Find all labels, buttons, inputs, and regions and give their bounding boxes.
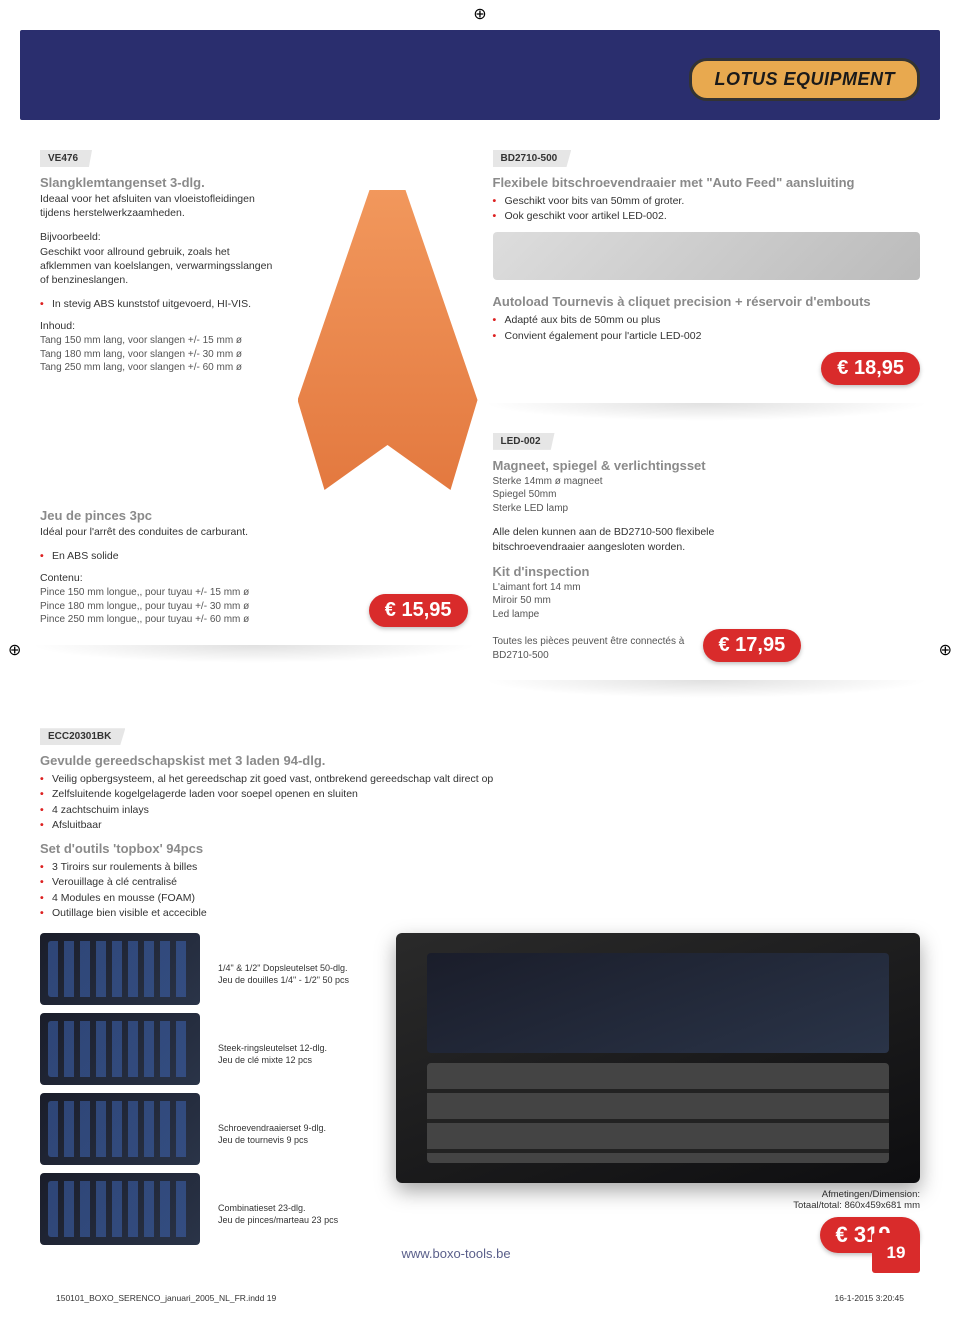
product-note: Alle delen kunnen aan de BD2710-500 flex… [493,525,733,553]
bullets-nl: Veilig opbergsysteem, al het gereedschap… [40,772,920,833]
product-title-fr: Kit d'inspection [493,564,921,579]
tray-caption: 1/4" & 1/2" Dopsleutelset 50-dlg. [218,963,378,974]
screwdriver-image [493,232,921,280]
left-column: VE476 Slangklemtangenset 3-dlg. Ideaal v… [40,150,468,708]
footer-url: www.boxo-tools.be [40,1246,872,1261]
product-ecc20301bk: ECC20301BK Gevulde gereedschapskist met … [40,728,920,1253]
product-title-nl: Slangklemtangenset 3-dlg. [40,175,278,190]
tray-captions-column: 1/4" & 1/2" Dopsleutelset 50-dlg. Jeu de… [218,933,378,1253]
tray-image [40,933,200,1005]
product-title-nl: Magneet, spiegel & verlichtingsset [493,458,921,473]
spec-line: Spiegel 50mm [493,488,921,502]
content-line: Tang 250 mm lang, voor slangen +/- 60 mm… [40,361,278,375]
sku-badge: LED-002 [493,433,555,450]
price-badge: € 17,95 [703,629,802,662]
tray-caption: Jeu de pinces/marteau 23 pcs [218,1215,378,1226]
slug-timestamp: 16-1-2015 3:20:45 [835,1293,904,1303]
content-line: Tang 180 mm lang, voor slangen +/- 30 mm… [40,348,278,362]
bullet: Afsluitbaar [40,818,920,833]
tray-image [40,1093,200,1165]
bullet: Geschikt voor bits van 50mm of groter. [493,194,921,209]
bullet: Ook geschikt voor artikel LED-002. [493,209,921,224]
tray-images-column [40,933,200,1253]
product-title-nl: Flexibele bitschroevendraaier met "Auto … [493,175,921,190]
toolbox-image [396,933,920,1183]
bullet: Zelfsluitende kogelgelagerde laden voor … [40,787,920,802]
pliers-image [298,190,478,490]
bullets-fr: 3 Tiroirs sur roulements à billes Veroui… [40,860,920,921]
product-desc-nl: Ideaal voor het afsluiten van vloeistofl… [40,192,278,220]
bullet: Veilig opbergsysteem, al het gereedschap… [40,772,920,787]
product-example: Bijvoorbeeld: Geschikt voor allround geb… [40,230,278,287]
bullets-nl: Geschikt voor bits van 50mm of groter. O… [493,194,921,224]
dimension-value: Totaal/total: 860x459x681 mm [396,1200,920,1211]
content-line: Pince 150 mm longue,, pour tuyau +/- 15 … [40,586,359,600]
product-title-fr: Autoload Tournevis à cliquet precision +… [493,294,921,309]
product-note-fr: Toutes les pièces peuvent être connectés… [493,635,693,662]
bullet: En ABS solide [40,549,468,564]
tray-caption: Jeu de douilles 1/4" - 1/2" 50 pcs [218,975,378,986]
toolbox-layout: 1/4" & 1/2" Dopsleutelset 50-dlg. Jeu de… [40,933,920,1253]
page-number: 19 [872,1233,920,1273]
shadow-divider [483,403,931,421]
contents-heading: Inhoud: [40,320,278,332]
bullet: Adapté aux bits de 50mm ou plus [493,313,921,328]
bullet: 4 zachtschuim inlays [40,803,920,818]
content-line: Pince 250 mm longue,, pour tuyau +/- 60 … [40,613,359,627]
spec-line: Sterke 14mm ø magneet [493,475,921,489]
tray-caption: Schroevendraaierset 9-dlg. [218,1123,378,1134]
page-header: LOTUS EQUIPMENT [20,30,940,120]
price-badge: € 18,95 [821,352,920,385]
brand-badge: LOTUS EQUIPMENT [689,58,920,101]
product-ve476-fr: Jeu de pinces 3pc Idéal pour l'arrêt des… [40,508,468,627]
content-line: Pince 180 mm longue,, pour tuyau +/- 30 … [40,600,359,614]
bullets-fr: Adapté aux bits de 50mm ou plus Convient… [493,313,921,343]
spec-line: Sterke LED lamp [493,502,921,516]
spec-line: Miroir 50 mm [493,594,921,608]
sku-badge: ECC20301BK [40,728,125,745]
tray-caption: Jeu de tournevis 9 pcs [218,1135,378,1146]
product-title-nl: Gevulde gereedschapskist met 3 laden 94-… [40,753,920,768]
right-column: BD2710-500 Flexibele bitschroevendraaier… [493,150,921,708]
page-footer: www.boxo-tools.be 19 [40,1233,920,1273]
bullet: 3 Tiroirs sur roulements à billes [40,860,920,875]
product-title-fr: Jeu de pinces 3pc [40,508,468,523]
product-title-fr: Set d'outils 'topbox' 94pcs [40,841,920,856]
catalog-page: LOTUS EQUIPMENT VE476 Slangklemtangenset… [0,0,960,1321]
bullet: Outillage bien visible et accecible [40,906,920,921]
bullets-fr: En ABS solide [40,549,468,564]
bullet: In stevig ABS kunststof uitgevoerd, HI-V… [40,297,278,312]
tray-caption: Steek-ringsleutelset 12-dlg. [218,1043,378,1054]
tray-caption: Jeu de clé mixte 12 pcs [218,1055,378,1066]
spec-line: Led lampe [493,608,921,622]
shadow-divider [483,680,931,698]
bullet: Verouillage à clé centralisé [40,875,920,890]
tray-image [40,1013,200,1085]
sku-badge: VE476 [40,150,92,167]
bullet: Convient également pour l'article LED-00… [493,329,921,344]
spec-line: L'aimant fort 14 mm [493,581,921,595]
product-desc-fr: Idéal pour l'arrêt des conduites de carb… [40,525,468,539]
content-line: Tang 150 mm lang, voor slangen +/- 15 mm… [40,334,278,348]
contents-heading-fr: Contenu: [40,572,468,584]
product-bd2710: BD2710-500 Flexibele bitschroevendraaier… [493,150,921,385]
price-badge: € 15,95 [369,594,468,627]
print-slug: 150101_BOXO_SERENCO_januari_2005_NL_FR.i… [56,1293,904,1303]
bullets-nl: In stevig ABS kunststof uitgevoerd, HI-V… [40,297,278,312]
sku-badge: BD2710-500 [493,150,572,167]
tray-caption: Combinatieset 23-dlg. [218,1203,378,1214]
two-column-layout: VE476 Slangklemtangenset 3-dlg. Ideaal v… [40,150,920,708]
shadow-divider [30,645,478,663]
slug-file: 150101_BOXO_SERENCO_januari_2005_NL_FR.i… [56,1293,276,1303]
product-led002: LED-002 Magneet, spiegel & verlichtingss… [493,433,921,662]
product-ve476: VE476 Slangklemtangenset 3-dlg. Ideaal v… [40,150,468,490]
dimension-label: Afmetingen/Dimension: [396,1189,920,1200]
bullet: 4 Modules en mousse (FOAM) [40,891,920,906]
